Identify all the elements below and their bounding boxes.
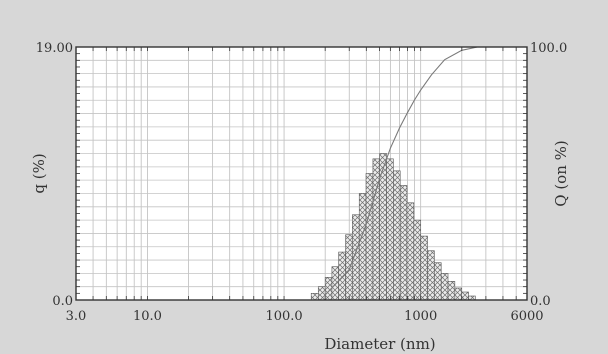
axis-labels: 3.0 10.0 100.0 1000 6000 19.00 0.0 100.0 0.0 q (%…: [30, 41, 570, 353]
histogram-bar: [413, 219, 421, 301]
histogram-bar: [393, 170, 401, 301]
histogram-bar: [420, 235, 428, 301]
histogram-bar: [454, 287, 462, 301]
histogram-bar: [338, 251, 346, 301]
cumulative-curve: [324, 46, 478, 296]
histogram-bar: [310, 293, 319, 301]
x-tick-label: 6000: [510, 309, 543, 324]
histogram-bar: [358, 193, 367, 301]
histogram-bar: [447, 281, 456, 301]
x-tick-label: 3.0: [66, 309, 87, 324]
histogram-bar: [331, 266, 339, 301]
plot-area: [76, 47, 527, 300]
x-axis-title: Diameter (nm): [324, 335, 435, 353]
histogram-bar: [440, 273, 449, 301]
cumulative-curve-layer: [324, 46, 478, 296]
histogram-bar: [427, 250, 435, 301]
histogram-bar: [386, 158, 394, 301]
y-tick-label: 19.00: [36, 41, 73, 56]
histogram-bar: [365, 173, 374, 301]
y2-tick-label: 100.0: [530, 41, 567, 56]
y-tick-label: 0.0: [52, 294, 73, 309]
y-axis-title: q (%): [30, 153, 48, 193]
histogram-bar: [345, 234, 353, 301]
axes: [75, 46, 528, 301]
x-tick-label: 100.0: [265, 309, 302, 324]
histogram-bar: [399, 185, 408, 301]
x-tick-label: 10.0: [133, 309, 162, 324]
histogram-bar: [406, 202, 415, 301]
histogram-bar: [317, 286, 326, 301]
histogram-bar: [461, 291, 469, 301]
x-tick-label: 1000: [404, 309, 437, 324]
y2-axis-title: Q (on %): [552, 140, 570, 206]
histogram-bar: [434, 262, 442, 301]
y2-tick-label: 0.0: [530, 294, 551, 309]
